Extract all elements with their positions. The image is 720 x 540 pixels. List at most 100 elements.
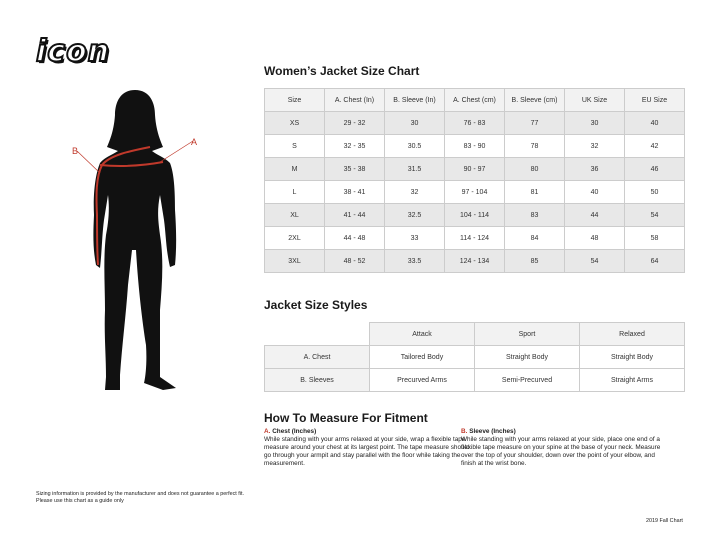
column-header: Attack	[369, 322, 475, 346]
table-cell: 40	[624, 111, 685, 135]
chest-text: While standing with your arms relaxed at…	[264, 436, 470, 467]
table-cell: 41 - 44	[324, 203, 385, 227]
table-cell: Tailored Body	[369, 345, 475, 369]
table-cell: 29 - 32	[324, 111, 385, 135]
disclaimer-line-2: Please use this chart as a guide only	[36, 498, 124, 504]
table-cell: 33	[384, 226, 445, 250]
sleeve-measure-line	[95, 146, 151, 266]
header-row: Attack Sport Relaxed	[264, 322, 685, 346]
table-cell: 32	[384, 180, 445, 204]
table-cell: 77	[504, 111, 565, 135]
column-header: B. Sleeve (cm)	[504, 88, 565, 112]
table-cell: Precurved Arms	[369, 368, 475, 392]
table-cell: S	[264, 134, 325, 158]
table-cell: B. Sleeves	[264, 368, 370, 392]
table-cell: 97 - 104	[444, 180, 505, 204]
table-cell: 50	[624, 180, 685, 204]
table-cell: A. Chest	[264, 345, 370, 369]
table-cell: 48 - 52	[324, 249, 385, 273]
table-cell: 90 - 97	[444, 157, 505, 181]
table-row: B. Sleeves Precurved Arms Semi-Precurved St…	[264, 368, 685, 392]
table-cell: 104 - 114	[444, 203, 505, 227]
table-cell: 32	[564, 134, 625, 158]
table-cell: XS	[264, 111, 325, 135]
label-b: B	[72, 146, 78, 156]
table-cell: 30.5	[384, 134, 445, 158]
column-header: Size	[264, 88, 325, 112]
table-row: A. Chest Tailored Body Straight Body Straig…	[264, 345, 685, 369]
table-cell: 85	[504, 249, 565, 273]
body-silhouette: A B	[72, 90, 197, 390]
table-cell: 42	[624, 134, 685, 158]
column-header: B. Sleeve (In)	[384, 88, 445, 112]
sleeve-text: While standing with your arms relaxed at…	[461, 436, 661, 467]
column-header: A. Chest (In)	[324, 88, 385, 112]
table-cell: 36	[564, 157, 625, 181]
column-header: EU Size	[624, 88, 685, 112]
table-cell: Straight Arms	[579, 368, 685, 392]
table-cell: 114 - 124	[444, 226, 505, 250]
table-cell: 58	[624, 226, 685, 250]
icon-logo: icon	[35, 33, 111, 70]
table-cell: 2XL	[264, 226, 325, 250]
styles-table: Attack Sport Relaxed A. Chest Tailored Body S…	[264, 322, 685, 392]
chest-label: Chest (Inches)	[272, 428, 317, 435]
table-cell: Semi-Precurved	[474, 368, 580, 392]
table-cell: 83 - 90	[444, 134, 505, 158]
column-header: A. Chest (cm)	[444, 88, 505, 112]
table-cell: 80	[504, 157, 565, 181]
table-cell: 46	[624, 157, 685, 181]
chest-letter: A.	[264, 428, 271, 435]
table-cell: 35 - 38	[324, 157, 385, 181]
column-header	[264, 322, 370, 346]
table-row: S 32 - 35 30.5 83 - 90 78 32 42	[264, 134, 685, 158]
disclaimer: Sizing information is provided by the ma…	[36, 491, 244, 505]
table-cell: L	[264, 180, 325, 204]
table-cell: 48	[564, 226, 625, 250]
table-cell: 124 - 134	[444, 249, 505, 273]
table-cell: 38 - 41	[324, 180, 385, 204]
table-cell: 84	[504, 226, 565, 250]
table-cell: 54	[564, 249, 625, 273]
table-cell: 40	[564, 180, 625, 204]
sleeve-label: Sleeve (Inches)	[469, 428, 516, 435]
size-chart-title: Women’s Jacket Size Chart	[264, 64, 420, 78]
table-cell: 30	[564, 111, 625, 135]
column-header: Sport	[474, 322, 580, 346]
table-cell: 31.5	[384, 157, 445, 181]
measure-title: How To Measure For Fitment	[264, 411, 428, 425]
label-a: A	[191, 137, 197, 147]
chest-instructions: A. Chest (Inches) While standing with yo…	[264, 428, 474, 468]
column-header: UK Size	[564, 88, 625, 112]
table-row: L 38 - 41 32 97 - 104 81 40 50	[264, 180, 685, 204]
table-row: 3XL 48 - 52 33.5 124 - 134 85 54 64	[264, 249, 685, 273]
table-cell: 81	[504, 180, 565, 204]
table-cell: 32.5	[384, 203, 445, 227]
table-row: XS 29 - 32 30 76 - 83 77 30 40	[264, 111, 685, 135]
table-cell: 33.5	[384, 249, 445, 273]
size-chart-table: Size A. Chest (In) B. Sleeve (In) A. Chest …	[264, 88, 685, 273]
table-cell: 44	[564, 203, 625, 227]
table-cell: M	[264, 157, 325, 181]
chest-measure-line	[99, 161, 164, 167]
table-row: M 35 - 38 31.5 90 - 97 80 36 46	[264, 157, 685, 181]
table-row: XL 41 - 44 32.5 104 - 114 83 44 54	[264, 203, 685, 227]
table-cell: 64	[624, 249, 685, 273]
table-cell: 30	[384, 111, 445, 135]
table-cell: XL	[264, 203, 325, 227]
header-row: Size A. Chest (In) B. Sleeve (In) A. Chest …	[264, 88, 685, 112]
table-cell: Straight Body	[474, 345, 580, 369]
column-header: Relaxed	[579, 322, 685, 346]
table-cell: 76 - 83	[444, 111, 505, 135]
table-cell: 78	[504, 134, 565, 158]
styles-title: Jacket Size Styles	[264, 298, 368, 312]
table-cell: 32 - 35	[324, 134, 385, 158]
table-cell: 83	[504, 203, 565, 227]
table-cell: 54	[624, 203, 685, 227]
sleeve-instructions: B. Sleeve (Inches) While standing with y…	[461, 428, 671, 468]
table-cell: Straight Body	[579, 345, 685, 369]
table-cell: 3XL	[264, 249, 325, 273]
table-cell: 44 - 48	[324, 226, 385, 250]
edition-label: 2019 Fall Chart	[646, 518, 683, 524]
sleeve-letter: B.	[461, 428, 468, 435]
